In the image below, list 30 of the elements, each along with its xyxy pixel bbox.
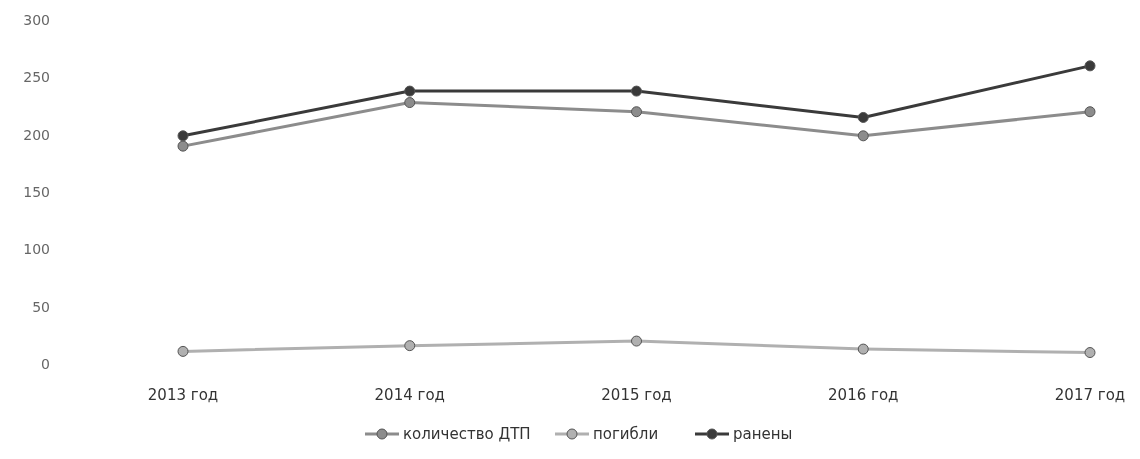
y-tick-label: 200	[23, 126, 50, 143]
y-tick-label: 100	[23, 241, 50, 258]
point	[1084, 347, 1096, 359]
point	[857, 111, 869, 123]
point	[404, 97, 416, 109]
point	[177, 345, 189, 357]
x-tick-label: 2013 год	[147, 386, 219, 404]
legend-label: погибли	[593, 425, 659, 444]
y-tick-label: 150	[23, 183, 50, 200]
point	[857, 343, 869, 355]
point	[404, 85, 416, 97]
x-tick-label: 2017 год	[1054, 386, 1126, 404]
y-tick-label: 250	[23, 69, 50, 86]
point	[631, 85, 642, 97]
y-tick-label: 0	[41, 355, 50, 372]
point	[631, 335, 642, 347]
point	[404, 340, 416, 352]
x-tick-label: 2015 год	[601, 386, 672, 404]
legend-label: количество ДТП	[403, 425, 531, 444]
y-tick-label: 300	[23, 11, 50, 28]
point	[177, 140, 189, 152]
point	[631, 106, 642, 118]
y-tick-label: 50	[32, 298, 50, 315]
point	[857, 130, 869, 142]
point	[1084, 106, 1096, 118]
legend-label: ранены	[733, 425, 793, 444]
point	[177, 130, 189, 142]
x-tick-label: 2014 год	[374, 386, 445, 404]
x-tick-label: 2016 год	[828, 386, 899, 404]
point	[1084, 60, 1096, 72]
